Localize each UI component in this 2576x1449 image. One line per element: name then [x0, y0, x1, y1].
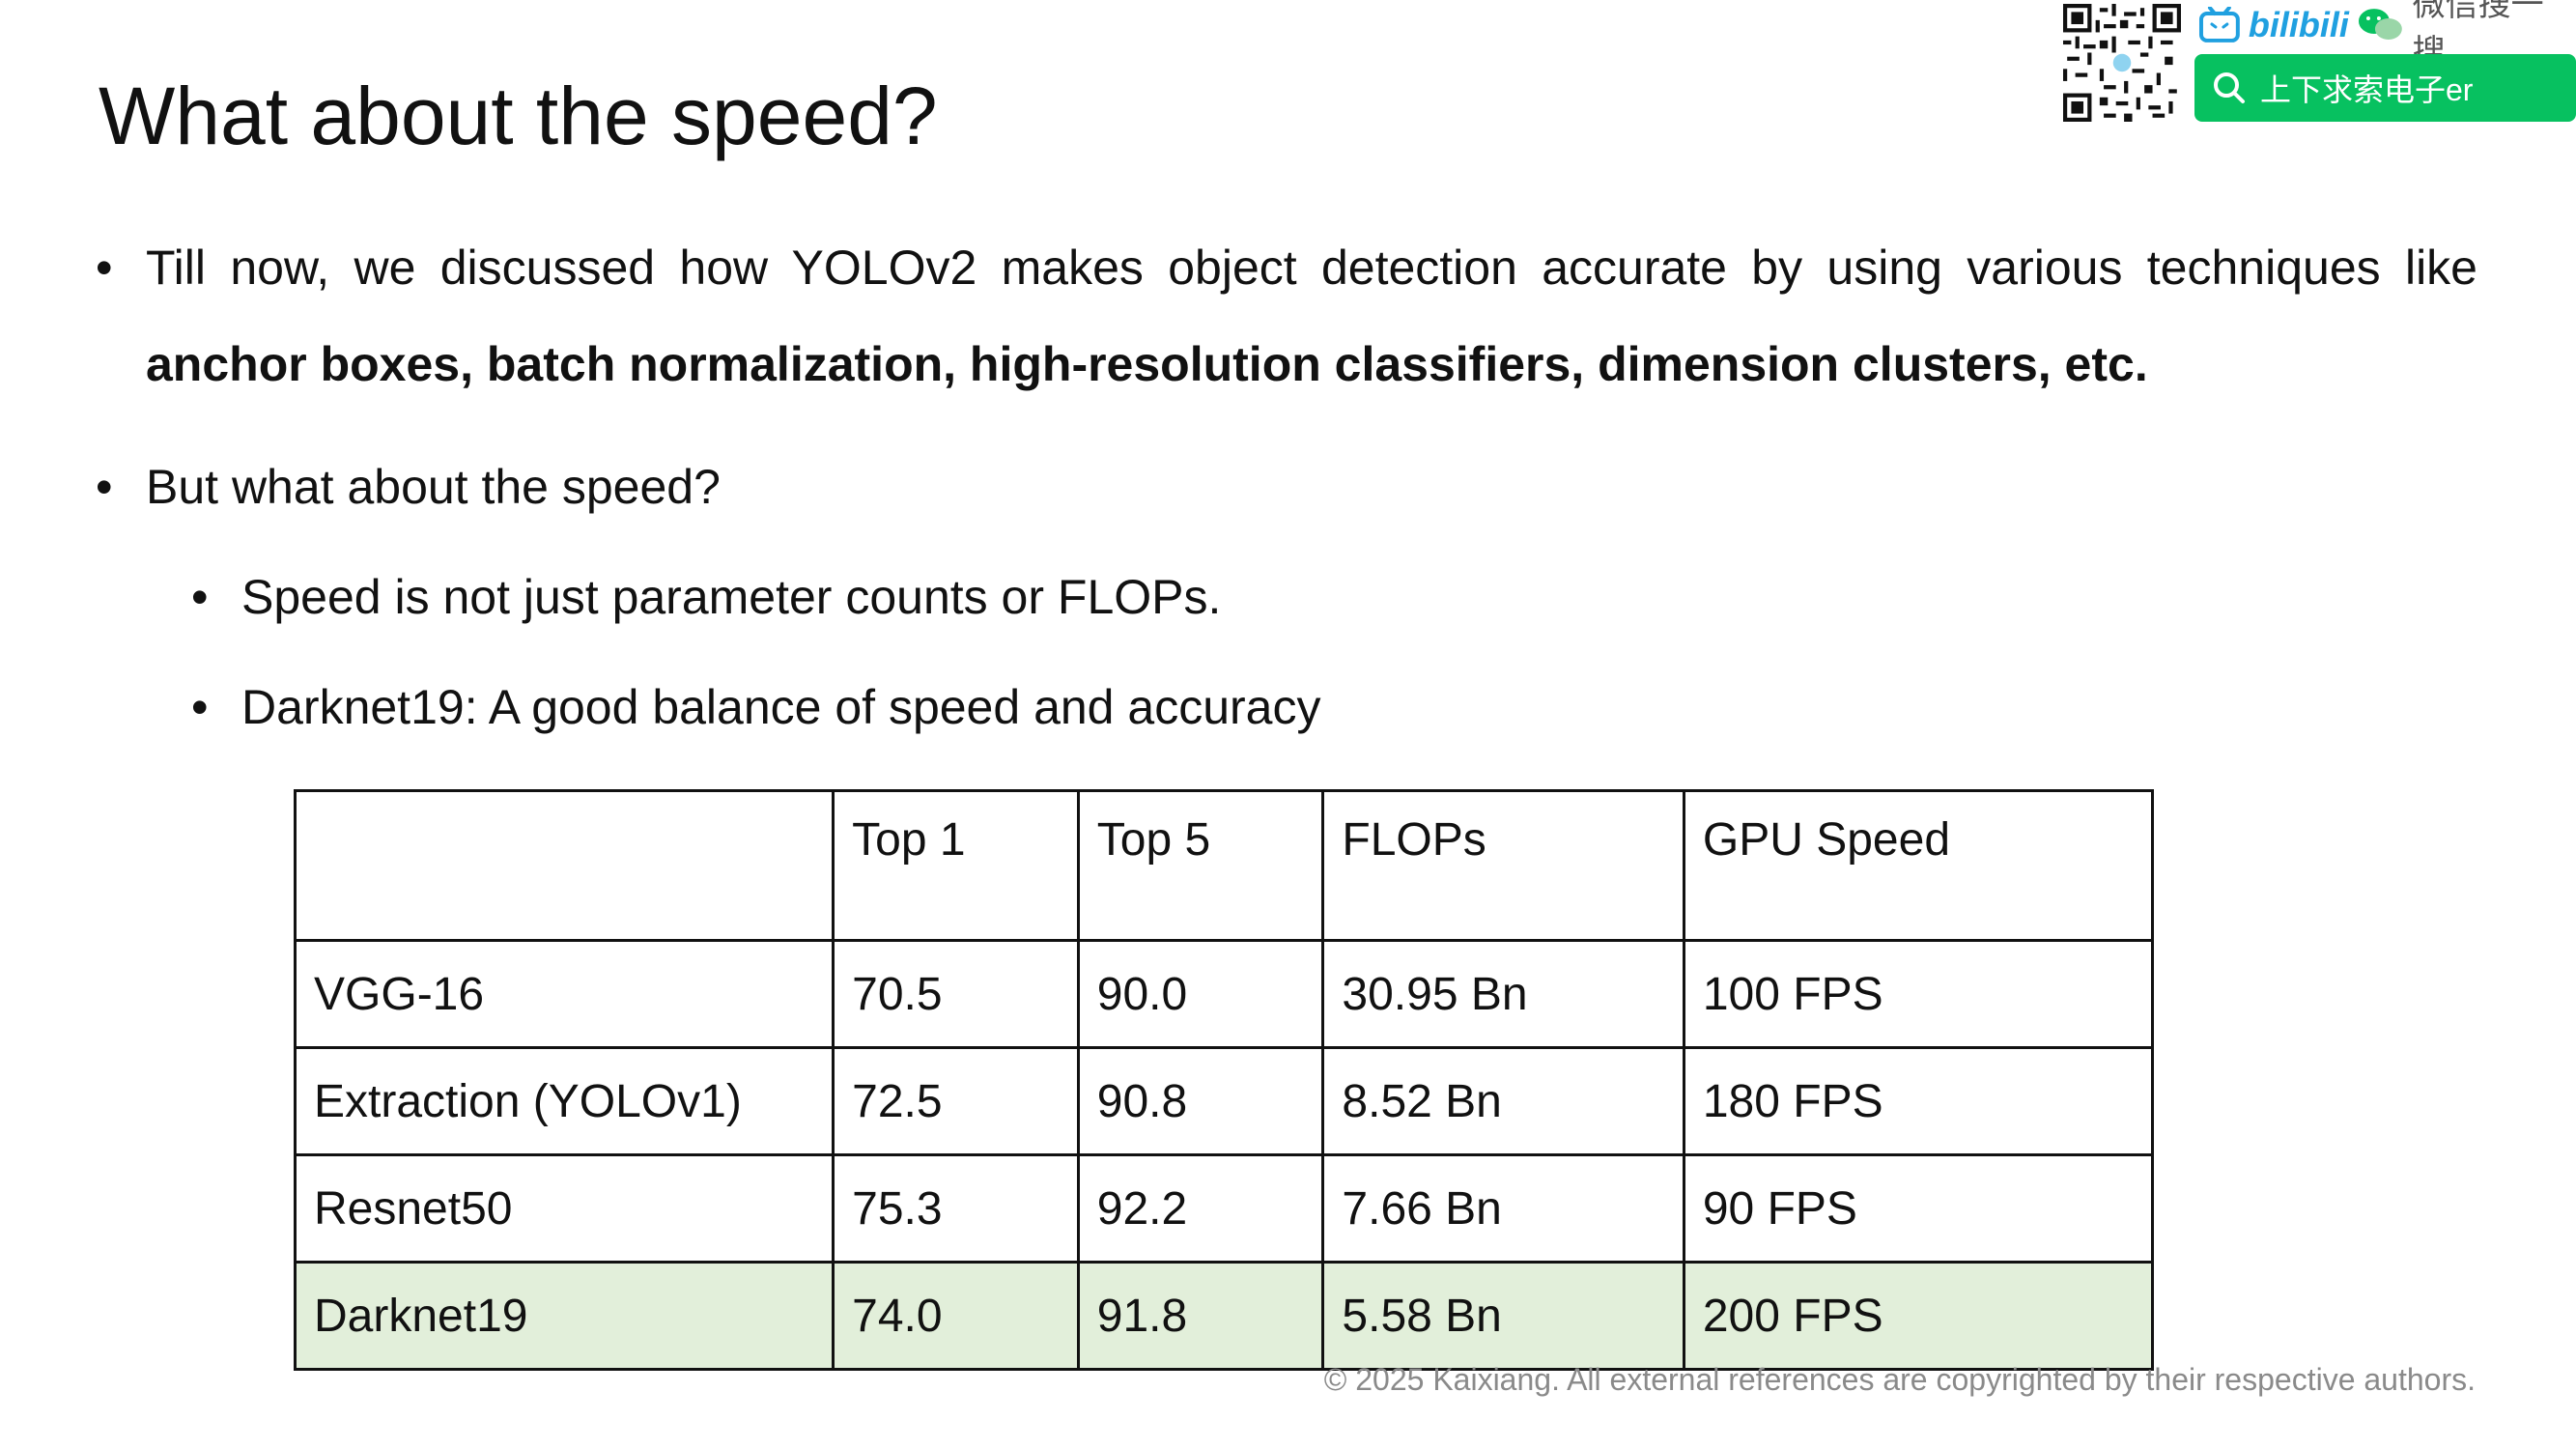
table-row: VGG-16 70.5 90.0 30.95 Bn 100 FPS	[293, 939, 2155, 1049]
table-cell-gpu-speed: 90 FPS	[1682, 1153, 2155, 1264]
table-cell-top1: 74.0	[832, 1261, 1080, 1371]
table-header-row: Top 1 Top 5 FLOPs GPU Speed	[293, 789, 2155, 942]
table-cell-gpu-speed: 200 FPS	[1682, 1261, 2155, 1371]
sub-bullet-speed-definition: • Speed is not just parameter counts or …	[191, 549, 1222, 645]
table-cell-flops: 5.58 Bn	[1321, 1261, 1685, 1371]
bilibili-tv-icon	[2198, 7, 2240, 43]
sub-bullet-darknet19-text: Darknet19: A good balance of speed and a…	[241, 680, 1321, 734]
wechat-search-box[interactable]: 上下求索电子er	[2194, 54, 2576, 122]
table-header-model	[293, 789, 835, 942]
table-cell-flops: 7.66 Bn	[1321, 1153, 1685, 1264]
bullet-techniques: • Till now, we discussed how YOLOv2 make…	[96, 219, 2477, 412]
bullet-speed-question-text: But what about the speed?	[146, 460, 721, 514]
table-header-gpu-speed: GPU Speed	[1682, 789, 2155, 942]
wechat-icon	[2358, 9, 2402, 40]
table-cell-gpu-speed: 180 FPS	[1682, 1046, 2155, 1156]
table-cell-top1: 70.5	[832, 939, 1080, 1049]
table-row: Resnet50 75.3 92.2 7.66 Bn 90 FPS	[293, 1153, 2155, 1264]
table-cell-top5: 90.8	[1076, 1046, 1325, 1156]
table-header-flops: FLOPs	[1321, 789, 1685, 942]
qr-code-icon	[2063, 4, 2181, 122]
bilibili-logo: bilibili	[2248, 5, 2349, 44]
bullet-techniques-line2: anchor boxes, batch normalization, high-…	[146, 337, 2148, 391]
sub-bullet-speed-definition-text: Speed is not just parameter counts or FL…	[241, 570, 1222, 624]
sub-bullet-darknet19: • Darknet19: A good balance of speed and…	[191, 659, 1321, 755]
table-cell-flops: 30.95 Bn	[1321, 939, 1685, 1049]
table-row-highlighted: Darknet19 74.0 91.8 5.58 Bn 200 FPS	[293, 1261, 2155, 1371]
comparison-table: Top 1 Top 5 FLOPs GPU Speed VGG-16 70.5 …	[293, 789, 2155, 1371]
search-icon	[2214, 72, 2245, 103]
table-cell-flops: 8.52 Bn	[1321, 1046, 1685, 1156]
table-cell-top5: 90.0	[1076, 939, 1325, 1049]
slide-title: What about the speed?	[99, 71, 938, 161]
table-cell-model: Resnet50	[293, 1153, 835, 1264]
table-cell-top5: 92.2	[1076, 1153, 1325, 1264]
table-cell-gpu-speed: 100 FPS	[1682, 939, 2155, 1049]
table-cell-top1: 75.3	[832, 1153, 1080, 1264]
table-row: Extraction (YOLOv1) 72.5 90.8 8.52 Bn 18…	[293, 1046, 2155, 1156]
bullet-techniques-line1: Till now, we discussed how YOLOv2 makes …	[146, 241, 2477, 295]
copyright-footer: © 2025 Kaixiang. All external references…	[1323, 1362, 2476, 1397]
table-cell-top1: 72.5	[832, 1046, 1080, 1156]
table-cell-top5: 91.8	[1076, 1261, 1325, 1371]
table-cell-model: Darknet19	[293, 1261, 835, 1371]
table-header-top5: Top 5	[1076, 789, 1325, 942]
table-header-top1: Top 1	[832, 789, 1080, 942]
bullet-dot: •	[191, 570, 209, 624]
table-cell-model: VGG-16	[293, 939, 835, 1049]
bullet-dot: •	[96, 241, 113, 295]
bullet-speed-question: • But what about the speed?	[96, 439, 721, 535]
table-cell-model: Extraction (YOLOv1)	[293, 1046, 835, 1156]
bullet-dot: •	[96, 460, 113, 514]
bullet-dot: •	[191, 680, 209, 734]
search-query-text: 上下求索电子er	[2260, 72, 2474, 107]
watermark-header: bilibili 微信搜一搜	[2198, 0, 2576, 71]
